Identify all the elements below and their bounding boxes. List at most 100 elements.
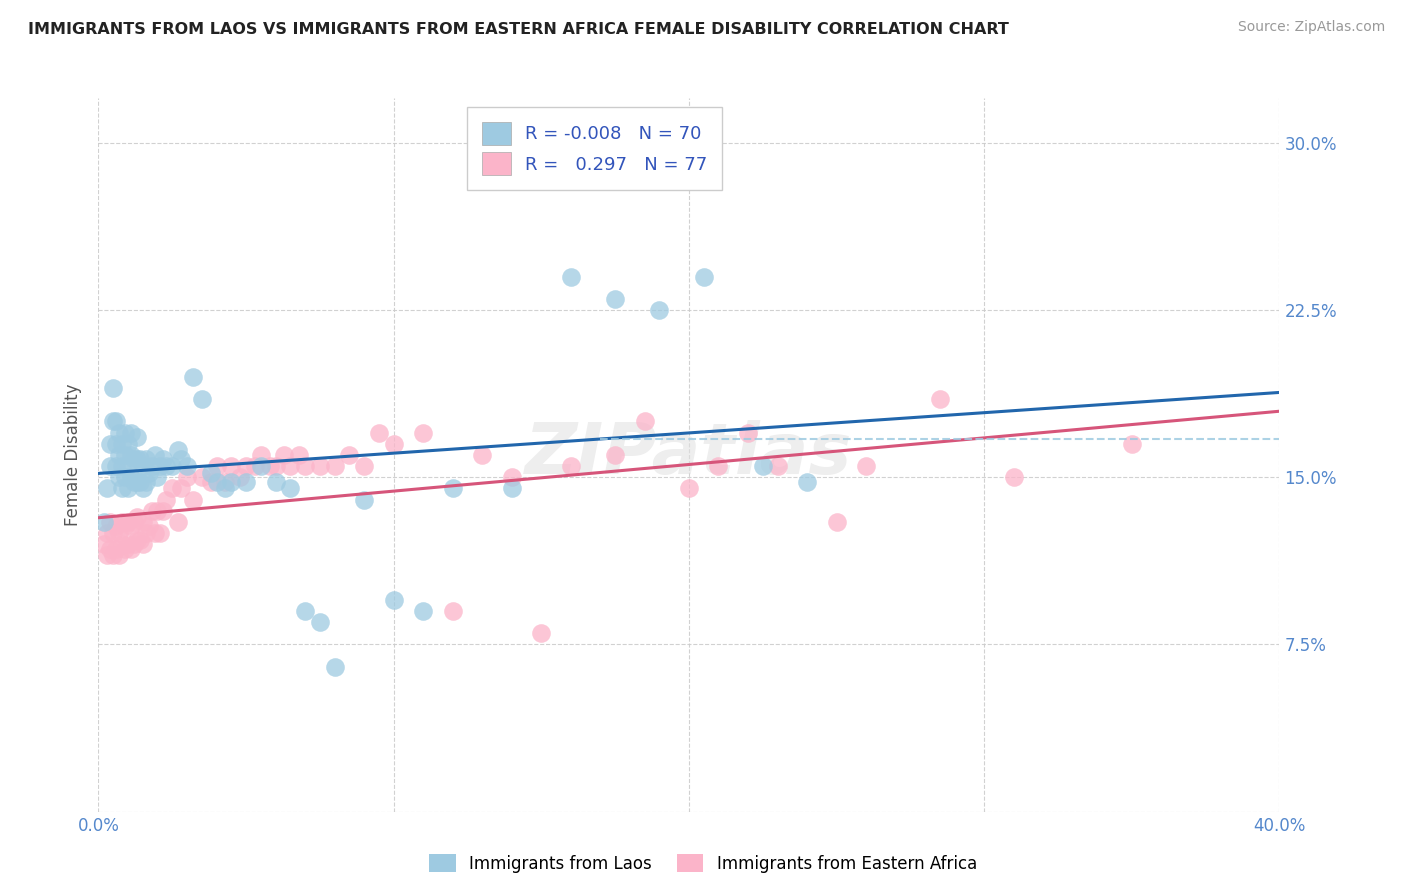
Point xyxy=(219,475,242,489)
Point xyxy=(191,470,214,484)
Point xyxy=(96,482,118,496)
Point xyxy=(108,425,131,440)
Point xyxy=(120,448,142,462)
Point xyxy=(146,470,169,484)
Point xyxy=(132,515,155,529)
Point xyxy=(229,470,252,484)
Point xyxy=(108,548,131,563)
Point xyxy=(214,475,236,489)
Point xyxy=(114,519,136,533)
Legend: Immigrants from Laos, Immigrants from Eastern Africa: Immigrants from Laos, Immigrants from Ea… xyxy=(422,847,984,880)
Point xyxy=(243,459,266,474)
Point xyxy=(111,459,134,474)
Point xyxy=(235,459,257,474)
Point xyxy=(152,452,174,467)
Point xyxy=(605,292,627,306)
Point xyxy=(120,541,142,556)
Point xyxy=(96,526,118,541)
Point xyxy=(114,470,136,484)
Point xyxy=(128,533,150,547)
Point xyxy=(98,436,121,450)
Point xyxy=(96,548,118,563)
Point xyxy=(278,459,302,474)
Point xyxy=(219,459,242,474)
Point xyxy=(122,452,145,467)
Point xyxy=(693,269,716,284)
Point xyxy=(149,526,172,541)
Point xyxy=(471,448,494,462)
Point xyxy=(737,425,759,440)
Point xyxy=(105,414,128,429)
Point xyxy=(264,475,287,489)
Point xyxy=(93,515,115,529)
Point xyxy=(149,459,172,474)
Point xyxy=(155,492,177,507)
Point xyxy=(143,526,166,541)
Point xyxy=(441,482,464,496)
Point xyxy=(138,466,160,480)
Point xyxy=(155,459,177,474)
Point xyxy=(98,541,121,556)
Point xyxy=(1002,470,1025,484)
Point xyxy=(122,537,145,551)
Point xyxy=(98,459,121,474)
Point xyxy=(382,436,405,450)
Point xyxy=(170,452,193,467)
Point xyxy=(648,303,671,318)
Point xyxy=(122,475,145,489)
Point xyxy=(170,482,193,496)
Point xyxy=(120,519,142,533)
Point xyxy=(339,448,360,462)
Point xyxy=(103,548,125,563)
Point xyxy=(141,459,163,474)
Point xyxy=(278,482,302,496)
Point xyxy=(93,537,115,551)
Point xyxy=(108,526,131,541)
Point xyxy=(353,492,375,507)
Point xyxy=(382,592,405,607)
Point xyxy=(162,459,183,474)
Point xyxy=(200,475,222,489)
Point xyxy=(200,466,222,480)
Point xyxy=(114,541,136,556)
Point xyxy=(181,369,204,384)
Point xyxy=(235,475,257,489)
Point xyxy=(125,430,148,444)
Point xyxy=(560,269,582,284)
Point xyxy=(250,448,273,462)
Point xyxy=(128,475,150,489)
Point xyxy=(105,519,128,533)
Point xyxy=(176,470,198,484)
Point xyxy=(111,482,134,496)
Point xyxy=(214,482,236,496)
Point xyxy=(108,448,131,462)
Point xyxy=(766,459,789,474)
Point xyxy=(128,452,150,467)
Text: ZIPatlas: ZIPatlas xyxy=(526,420,852,490)
Point xyxy=(138,519,160,533)
Point xyxy=(796,475,818,489)
Point xyxy=(146,503,169,517)
Point xyxy=(105,459,128,474)
Point xyxy=(205,475,228,489)
Point xyxy=(707,459,730,474)
Point xyxy=(114,425,136,440)
Point xyxy=(323,459,346,474)
Point xyxy=(103,414,125,429)
Point xyxy=(152,503,174,517)
Point xyxy=(125,533,148,547)
Point xyxy=(132,482,155,496)
Point xyxy=(117,482,139,496)
Point xyxy=(141,503,163,517)
Point xyxy=(751,459,773,474)
Point xyxy=(122,515,145,529)
Point xyxy=(108,470,131,484)
Point xyxy=(105,541,128,556)
Point xyxy=(1121,436,1143,450)
Point xyxy=(353,459,375,474)
Point xyxy=(501,470,523,484)
Point xyxy=(132,459,155,474)
Point xyxy=(125,452,148,467)
Point xyxy=(441,604,464,618)
Point xyxy=(143,448,166,462)
